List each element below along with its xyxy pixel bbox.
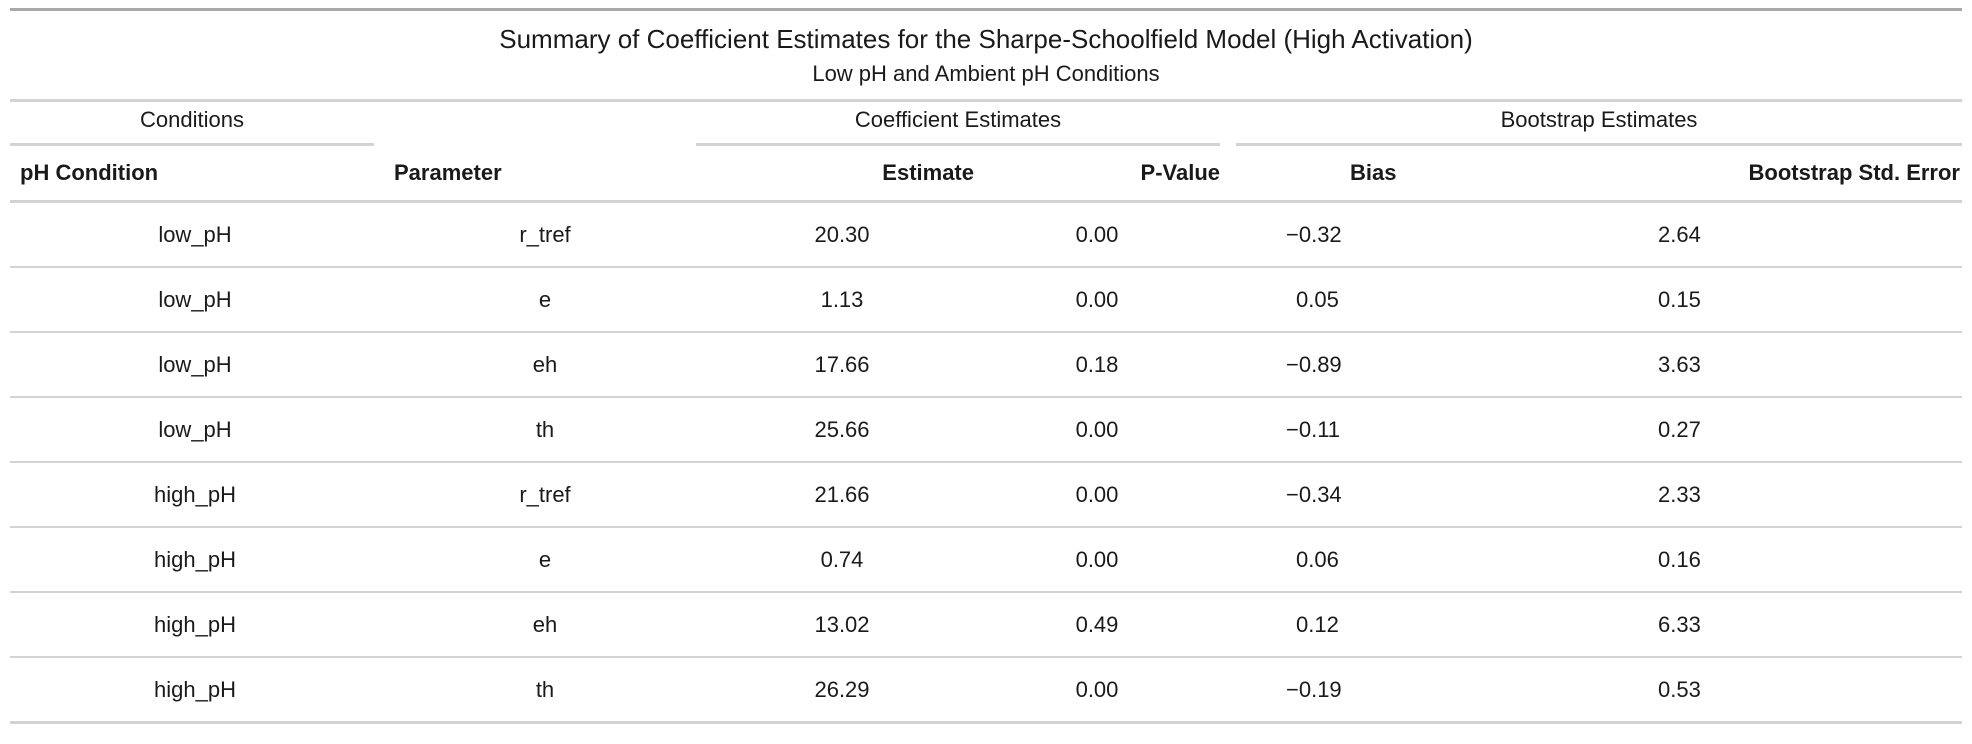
cell-estimate: 0.74 (820, 547, 864, 572)
header-estimate: Estimate (882, 160, 974, 185)
cell-estimate: 26.29 (814, 677, 870, 702)
spanner-coefficient-estimates-label: Coefficient Estimates (854, 107, 1062, 132)
table-row: high_pH e 0.74 0.00 0.06 0.16 (10, 528, 1962, 593)
table-row: high_pH eh 13.02 0.49 0.12 6.33 (10, 593, 1962, 658)
table-body: low_pH r_tref 20.30 0.00 −0.32 2.64 low_… (10, 203, 1962, 724)
cell-bootstrap-std-error: 0.16 (1658, 547, 1701, 572)
spanner-bootstrap-estimates: Bootstrap Estimates (1236, 102, 1962, 154)
table-subtitle: Low pH and Ambient pH Conditions (10, 59, 1962, 102)
cell-bootstrap-std-error: 6.33 (1658, 612, 1701, 637)
table-title: Summary of Coefficient Estimates for the… (499, 24, 1473, 54)
summary-table: Summary of Coefficient Estimates for the… (10, 8, 1962, 724)
cell-ph-condition: high_pH (154, 547, 236, 572)
cell-bias: 0.06 (1296, 547, 1339, 572)
cell-bootstrap-std-error: 2.64 (1658, 222, 1701, 247)
cell-estimate: 17.66 (814, 352, 870, 377)
header-ph-condition: pH Condition (20, 160, 159, 185)
cell-ph-condition: high_pH (154, 612, 236, 637)
cell-bootstrap-std-error: 0.53 (1658, 677, 1701, 702)
cell-parameter: th (535, 417, 555, 442)
cell-bias: −0.89 (1286, 352, 1342, 377)
header-bias: Bias (1350, 160, 1397, 185)
cell-ph-condition: low_pH (158, 417, 232, 442)
header-bootstrap-std-error: Bootstrap Std. Error (1748, 160, 1960, 185)
cell-p-value: 0.00 (1075, 222, 1119, 247)
spanner-rule (1236, 143, 1962, 146)
cell-p-value: 0.00 (1075, 287, 1119, 312)
header-parameter: Parameter (394, 160, 502, 185)
cell-p-value: 0.00 (1075, 677, 1119, 702)
cell-ph-condition: low_pH (158, 222, 232, 247)
spanner-coefficient-estimates: Coefficient Estimates (696, 102, 1220, 154)
table-row: high_pH r_tref 21.66 0.00 −0.34 2.33 (10, 463, 1962, 528)
cell-ph-condition: high_pH (154, 482, 236, 507)
cell-bootstrap-std-error: 2.33 (1658, 482, 1701, 507)
spanner-rule (696, 143, 1220, 146)
cell-bias: −0.32 (1286, 222, 1342, 247)
cell-p-value: 0.49 (1075, 612, 1119, 637)
cell-estimate: 20.30 (814, 222, 870, 247)
cell-p-value: 0.00 (1075, 417, 1119, 442)
spanner-rule (10, 143, 374, 146)
spanner-bootstrap-estimates-label: Bootstrap Estimates (1500, 107, 1698, 132)
cell-ph-condition: low_pH (158, 352, 232, 377)
cell-bias: 0.05 (1296, 287, 1339, 312)
cell-p-value: 0.00 (1075, 482, 1119, 507)
cell-parameter: th (535, 677, 555, 702)
cell-parameter: eh (532, 352, 558, 377)
cell-parameter: e (538, 547, 552, 572)
cell-parameter: e (538, 287, 552, 312)
cell-bias: −0.34 (1286, 482, 1342, 507)
cell-p-value: 0.00 (1075, 547, 1119, 572)
header-p-value: P-Value (1140, 160, 1220, 185)
table-row: low_pH eh 17.66 0.18 −0.89 3.63 (10, 333, 1962, 398)
table-row: low_pH r_tref 20.30 0.00 −0.32 2.64 (10, 203, 1962, 268)
spanner-conditions: Conditions (10, 102, 374, 154)
cell-p-value: 0.18 (1075, 352, 1119, 377)
table-row: high_pH th 26.29 0.00 −0.19 0.53 (10, 658, 1962, 724)
cell-estimate: 13.02 (814, 612, 870, 637)
cell-bias: −0.19 (1286, 677, 1342, 702)
cell-parameter: eh (532, 612, 558, 637)
cell-estimate: 21.66 (814, 482, 870, 507)
cell-bias: 0.12 (1296, 612, 1339, 637)
cell-bootstrap-std-error: 0.27 (1658, 417, 1701, 442)
cell-bootstrap-std-error: 3.63 (1658, 352, 1701, 377)
cell-bootstrap-std-error: 0.15 (1658, 287, 1701, 312)
spanner-conditions-label: Conditions (140, 107, 244, 132)
cell-bias: −0.11 (1286, 417, 1341, 442)
column-spanners: Conditions Coefficient Estimates Bootstr… (10, 102, 1962, 154)
cell-ph-condition: low_pH (158, 287, 232, 312)
column-headers: pH Condition Parameter Estimate P-Value … (10, 154, 1962, 203)
cell-estimate: 25.66 (814, 417, 870, 442)
cell-ph-condition: high_pH (154, 677, 236, 702)
cell-parameter: r_tref (519, 222, 571, 247)
table-row: low_pH th 25.66 0.00 −0.11 0.27 (10, 398, 1962, 463)
cell-parameter: r_tref (519, 482, 571, 507)
table-row: low_pH e 1.13 0.00 0.05 0.15 (10, 268, 1962, 333)
cell-estimate: 1.13 (820, 287, 864, 312)
